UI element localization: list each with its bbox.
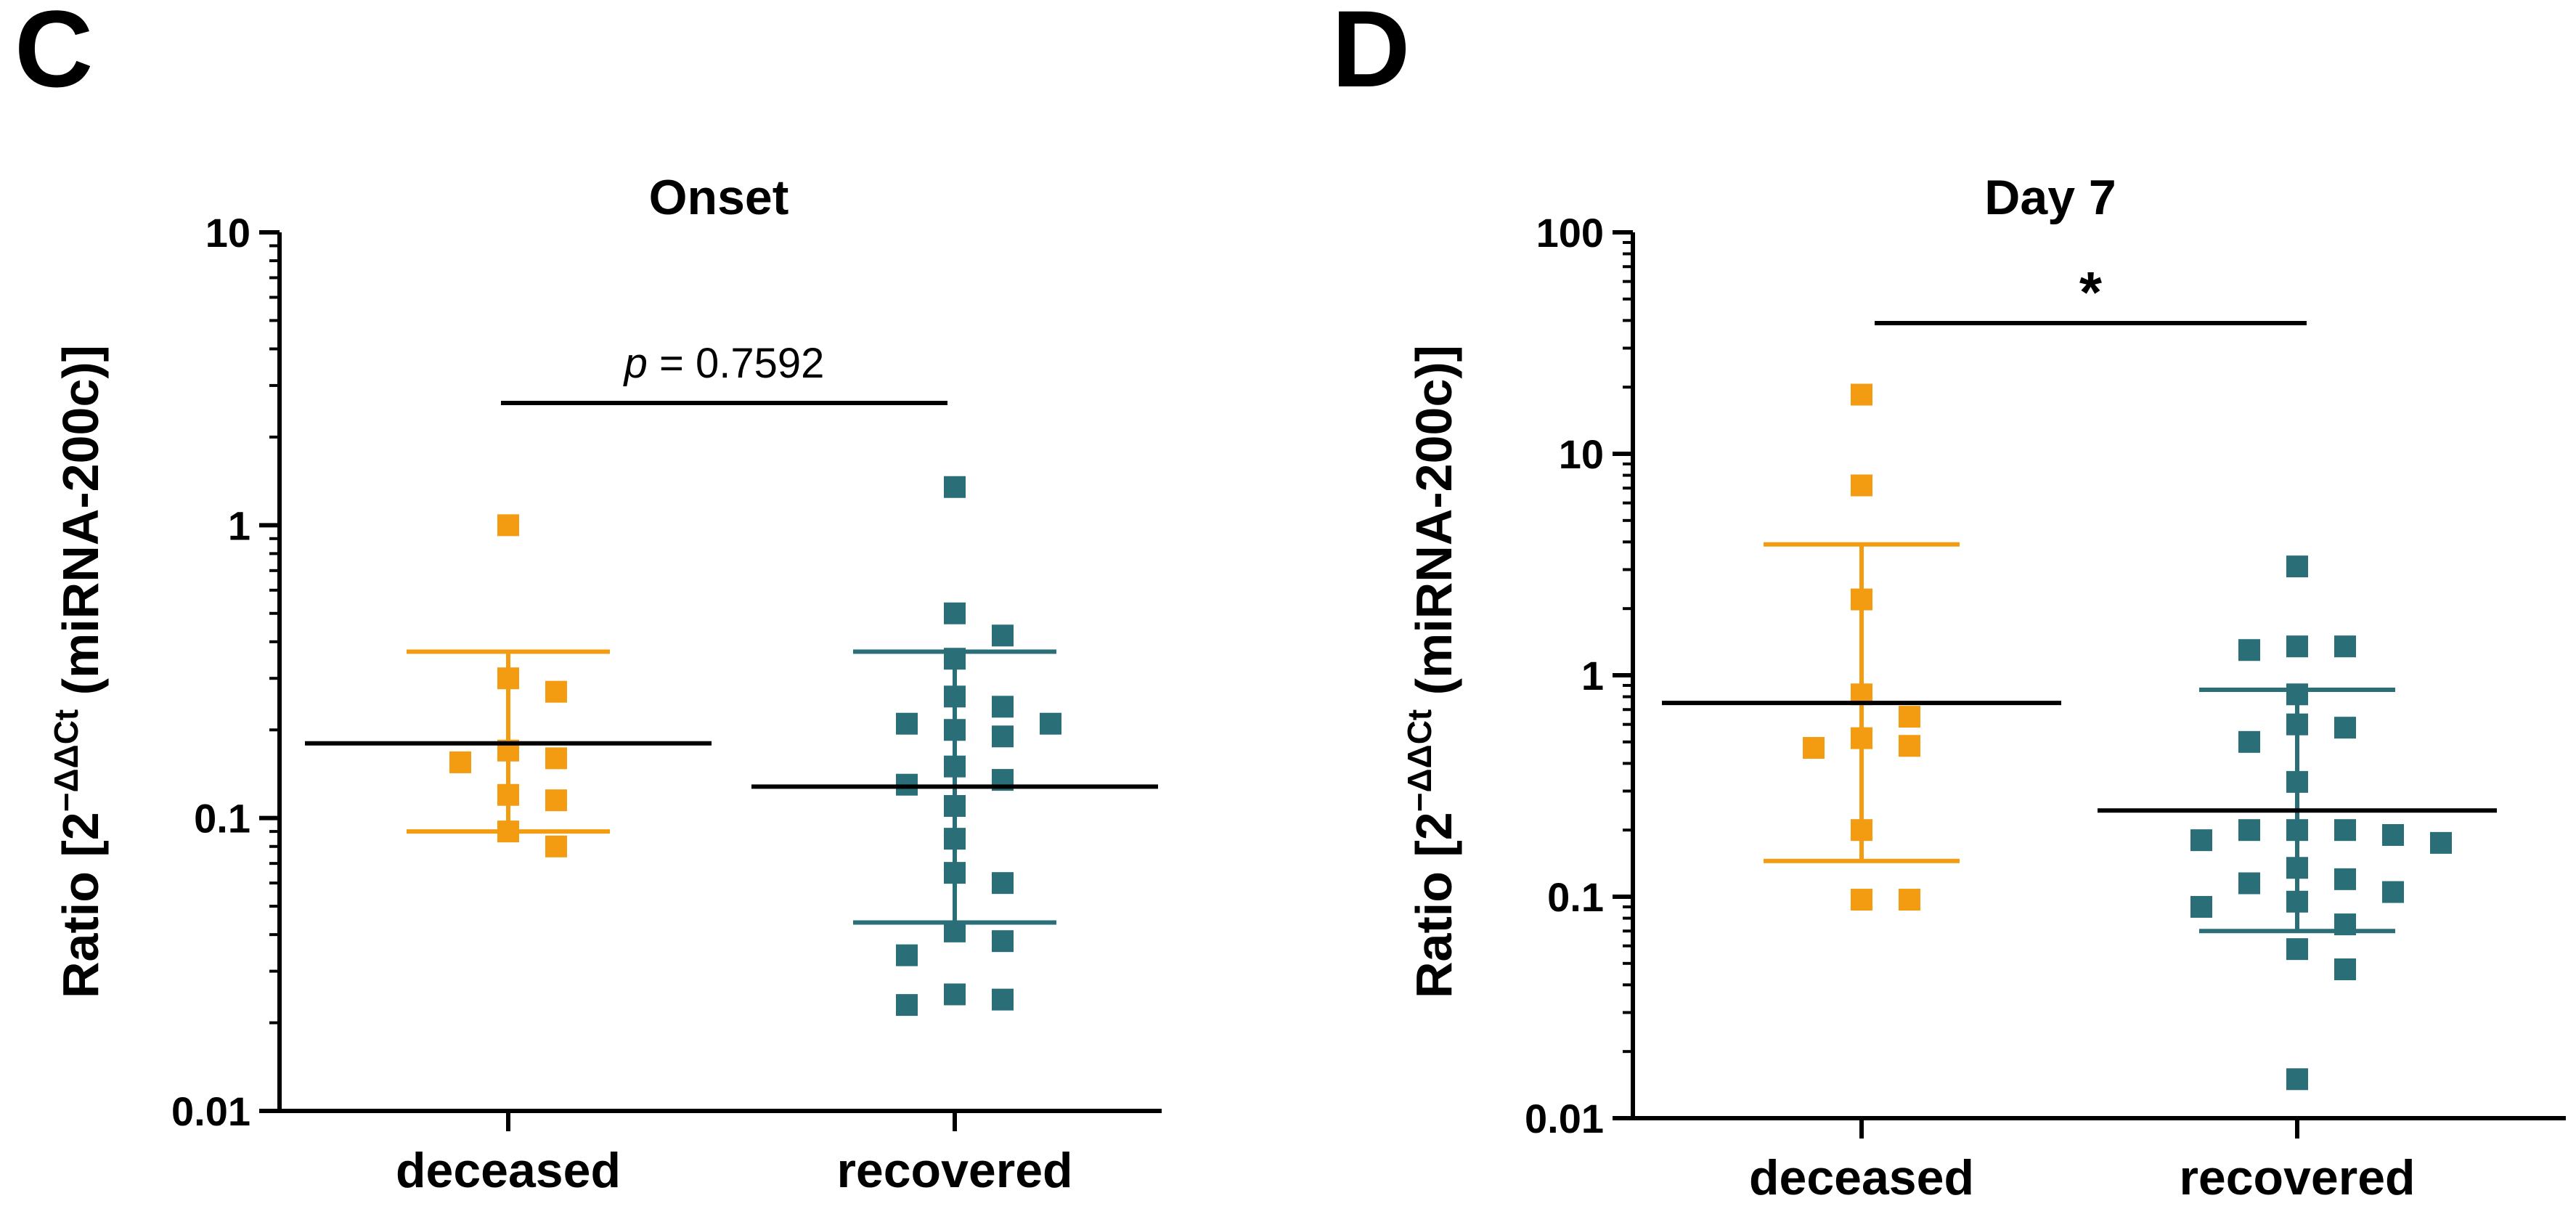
deceased-point <box>1899 706 1920 728</box>
recovered-point <box>992 930 1014 953</box>
onset-chart: Onset 0.01 0.1 1 10 deceased recovered Ratio [2… <box>47 170 1162 1198</box>
deceased-point <box>545 789 567 812</box>
recovered-point <box>2382 823 2404 846</box>
annotation-value: = 0.7592 <box>648 340 825 387</box>
y-axis-label-tail: (miRNA-200c)] <box>1406 345 1462 709</box>
deceased-point <box>449 751 471 773</box>
recovered-point <box>992 624 1014 647</box>
recovered-point <box>2334 717 2356 739</box>
recovered-point <box>2334 868 2356 890</box>
recovered-point <box>992 725 1014 748</box>
y-tick-label: 10 <box>205 210 250 256</box>
recovered-point <box>2382 881 2404 903</box>
deceased-point <box>545 835 567 858</box>
y-tick-label: 0.1 <box>1547 874 1604 920</box>
recovered-point <box>944 602 966 624</box>
deceased-point <box>1899 889 1920 911</box>
recovered-point <box>2190 829 2212 852</box>
recovered-point <box>2286 857 2308 879</box>
x-tick-label-deceased: deceased <box>1749 1150 1974 1205</box>
recovered-point <box>2334 958 2356 981</box>
recovered-point <box>944 648 966 670</box>
recovered-point <box>944 755 966 778</box>
recovered-point <box>2286 819 2308 842</box>
recovered-point <box>2430 831 2452 854</box>
recovered-point <box>944 828 966 850</box>
y-axis-label: Ratio [2−ΔΔCt (miRNA-200c)] <box>47 345 109 998</box>
y-tick-label: 0.1 <box>194 796 250 842</box>
x-tick-label-recovered: recovered <box>836 1143 1072 1198</box>
recovered-point <box>2334 819 2356 842</box>
recovered-point <box>2238 639 2260 661</box>
significance-annotation: p = 0.7592 <box>623 340 825 387</box>
recovered-point <box>2286 713 2308 736</box>
y-axis-label-main: Ratio [2 <box>52 812 109 998</box>
recovered-point <box>944 476 966 498</box>
significance-annotation: * <box>2079 260 2103 325</box>
y-tick-label: 0.01 <box>171 1088 250 1134</box>
deceased-point <box>1851 727 1872 749</box>
recovered-point <box>896 944 918 966</box>
recovered-point <box>2286 683 2308 706</box>
deceased-point <box>1899 735 1920 757</box>
recovered-point <box>992 696 1014 718</box>
panel-label: C <box>15 0 94 110</box>
day7-chart: Day 7 0.01 0.1 1 10 100 deceased recovered Ratio… <box>1401 170 2566 1205</box>
y-tick-label: 1 <box>1581 653 1604 699</box>
recovered-point <box>2286 635 2308 658</box>
p-symbol: p <box>623 340 648 387</box>
deceased-point <box>1851 889 1872 911</box>
chart-title: Onset <box>649 170 789 225</box>
recovered-point <box>2286 938 2308 961</box>
deceased-point <box>1851 819 1872 842</box>
recovered-point <box>2238 872 2260 895</box>
recovered-point <box>896 712 918 735</box>
y-axis-label-main: Ratio [2 <box>1406 812 1462 998</box>
recovered-point <box>992 988 1014 1011</box>
recovered-point <box>2238 730 2260 753</box>
annotation-value: * <box>2079 260 2103 325</box>
recovered-point <box>944 862 966 884</box>
recovered-point <box>2286 770 2308 793</box>
recovered-point <box>2286 555 2308 578</box>
y-tick-label: 1 <box>228 502 250 548</box>
recovered-point <box>2190 895 2212 918</box>
y-tick-label: 100 <box>1536 210 1604 256</box>
deceased-point <box>545 680 567 703</box>
deceased-point <box>1803 737 1825 759</box>
panel-c: C Onset 0.01 0.1 1 10 deceased recovered Ratio … <box>15 0 1162 1198</box>
recovered-point <box>2334 913 2356 936</box>
deceased-point <box>497 667 519 690</box>
panel-d: D Day 7 0.01 0.1 1 10 100 deceased recovered Rat… <box>1288 0 2576 1230</box>
recovered-point <box>992 872 1014 895</box>
deceased-point <box>497 820 519 843</box>
recovered-point <box>944 685 966 708</box>
recovered-point <box>2286 890 2308 913</box>
deceased-point <box>497 783 519 806</box>
recovered-point <box>896 994 918 1017</box>
y-tick-label: 0.01 <box>1525 1096 1604 1141</box>
deceased-point <box>1851 474 1872 497</box>
recovered-point <box>944 920 966 942</box>
recovered-point <box>944 983 966 1006</box>
recovered-point <box>2334 635 2356 658</box>
recovered-point <box>944 719 966 741</box>
deceased-point <box>545 747 567 770</box>
deceased-point <box>497 514 519 537</box>
x-tick-label-recovered: recovered <box>2179 1150 2415 1205</box>
recovered-point <box>2238 819 2260 842</box>
panel-label: D <box>1332 0 1411 110</box>
y-axis-label-sup: −ΔΔCt <box>47 709 85 812</box>
y-axis-label-tail: (miRNA-200c)] <box>52 345 109 709</box>
recovered-point <box>944 794 966 817</box>
chart-title: Day 7 <box>1984 170 2116 225</box>
deceased-point <box>1851 383 1872 406</box>
x-tick-label-deceased: deceased <box>396 1143 621 1198</box>
recovered-point <box>1040 712 1061 735</box>
y-axis-label: Ratio [2−ΔΔCt (miRNA-200c)] <box>1401 345 1462 998</box>
y-tick-label: 10 <box>1559 431 1604 477</box>
y-axis-label-sup: −ΔΔCt <box>1401 709 1438 812</box>
deceased-point <box>1851 588 1872 611</box>
recovered-point <box>2286 1068 2308 1091</box>
